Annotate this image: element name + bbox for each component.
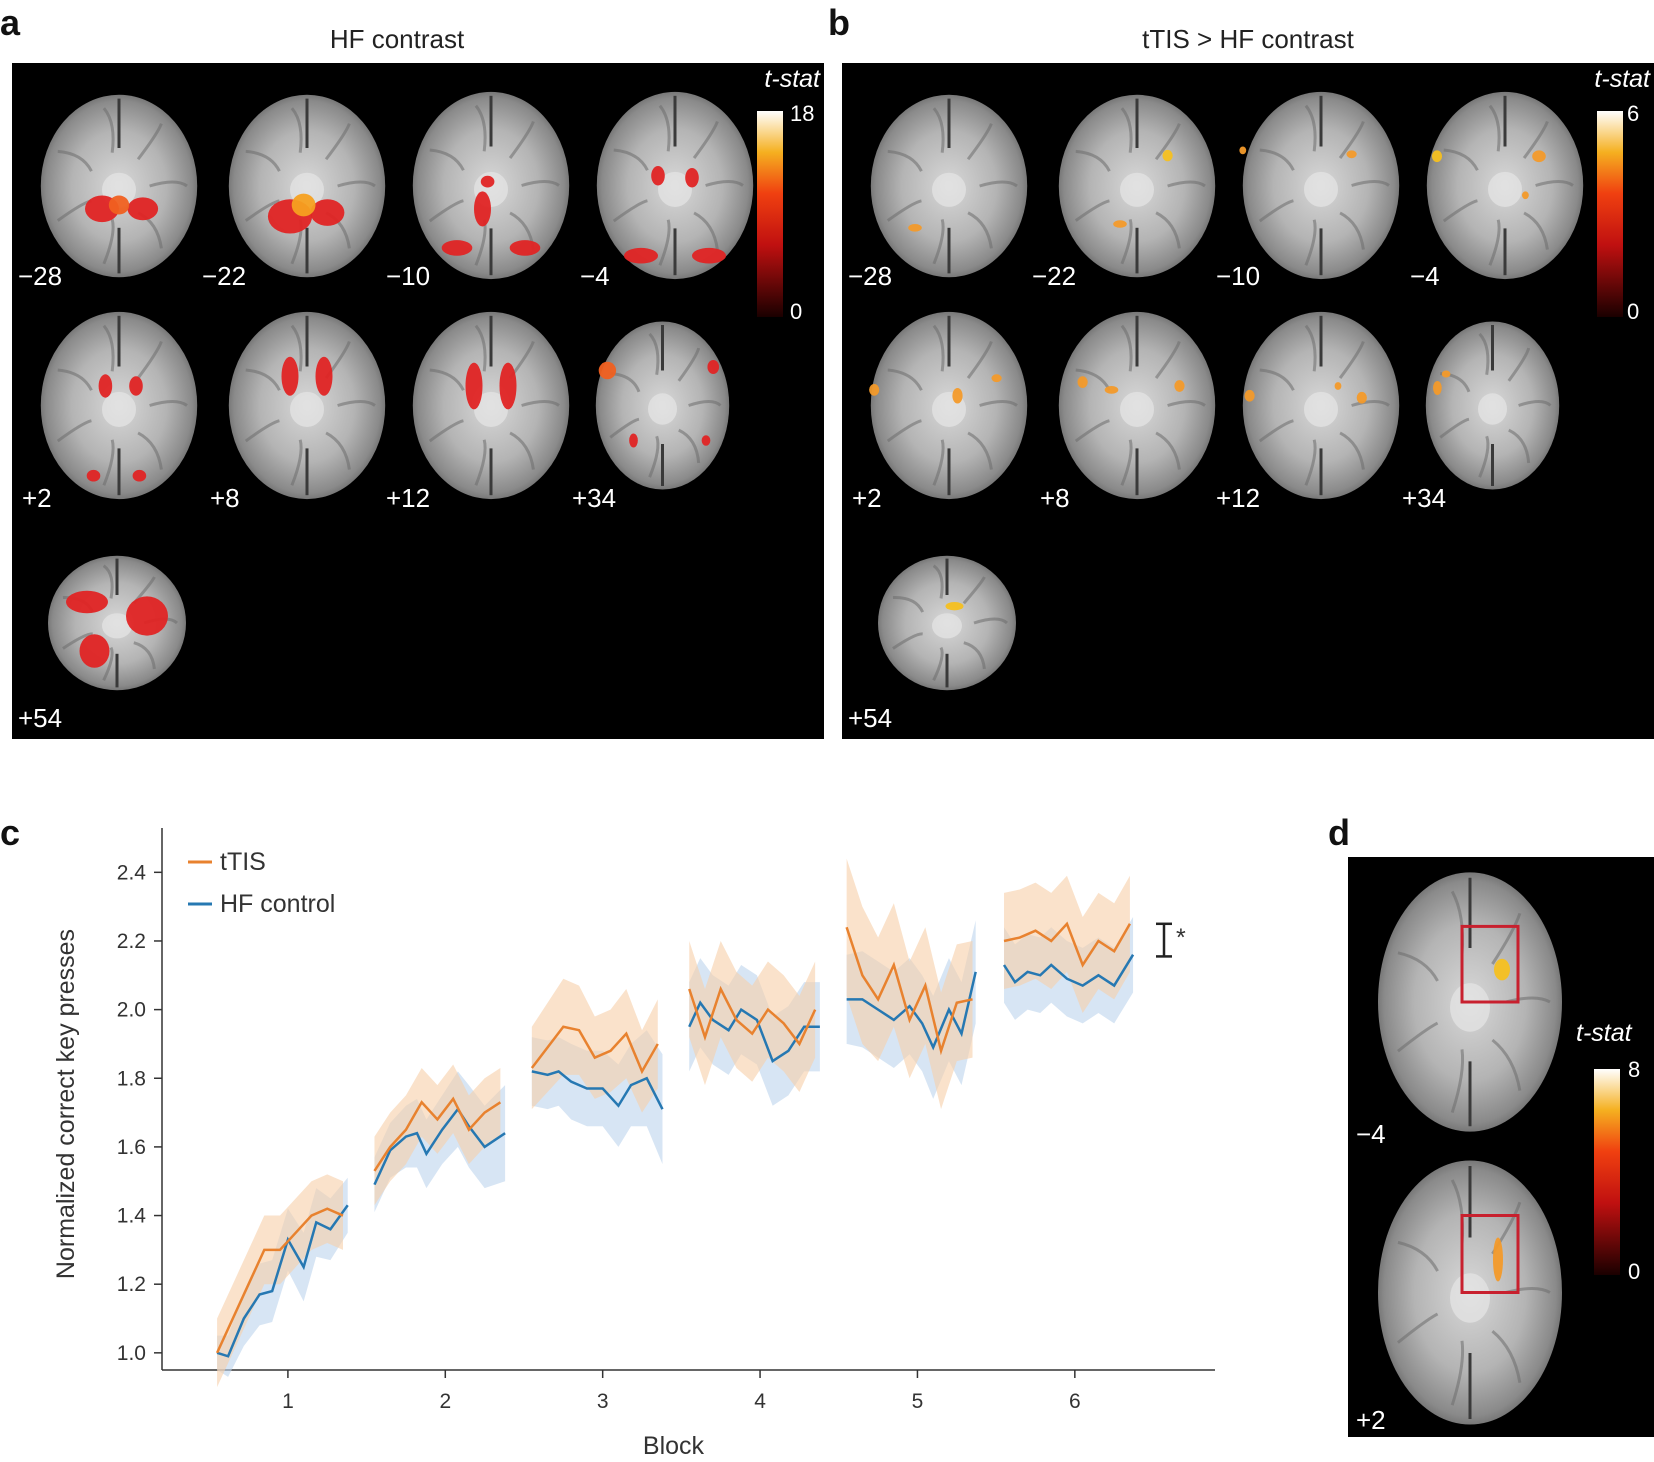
panel-b-colorbar [1597,111,1623,317]
x-tick-label: 2 [439,1390,451,1413]
panel-b-slice-label: −10 [1216,261,1261,291]
y-tick-label: 1.6 [117,1136,146,1159]
y-tick-label: 1.4 [117,1205,147,1228]
y-tick-label: 1.0 [117,1342,146,1365]
hf-control-line [1002,954,1135,988]
panel-a-slice-label: +34 [572,483,617,513]
panel-d-colorbar-min: 0 [1628,1259,1641,1284]
panel-b-slice-2 [1058,94,1216,278]
ttis-band [531,978,658,1113]
panel-b-slice-3 [1239,91,1400,280]
panel-d-tstat-label: t-stat [1576,1019,1632,1047]
panel-a-slice-2 [228,94,386,278]
panel-b-slice-label: −22 [1032,261,1077,291]
roi-box [1460,924,1520,1004]
y-tick-label: 1.8 [117,1067,146,1090]
legend-hf-label: HF control [220,890,335,918]
panel-b-slice-label: +2 [852,483,882,513]
panel-b-tstat-label: t-stat [1594,65,1650,93]
panel-a-slice-1 [40,94,198,278]
y-tick-label: 2.0 [117,999,146,1022]
panel-b-slice-6 [1058,311,1216,500]
panel-a-slice-label: +8 [210,483,240,513]
panel-b-slice-4 [1426,91,1584,280]
panel-b-title: tTIS > HF contrast [1142,24,1354,54]
hf-control-line [531,1070,664,1110]
y-tick-label: 1.2 [117,1273,146,1296]
panel-b-slice-label: +8 [1040,483,1070,513]
significance-bracket [1156,922,1172,958]
panel-d-colorbar [1594,1069,1620,1275]
panel-a-colorbar [757,111,783,317]
hf-control-line [216,1204,349,1358]
y-axis-label: Normalized correct key presses [52,929,80,1279]
panel-a-slice-label: +2 [22,483,52,513]
panel-a-title: HF contrast [329,24,465,54]
x-tick-label: 3 [597,1390,609,1413]
panel-b-slice-label: −28 [848,261,893,291]
ttis-line [845,926,973,1056]
ttis-band [217,1174,343,1388]
panel-d-slice-2 [1378,1160,1562,1425]
x-tick-label: 1 [282,1390,294,1413]
panel-b-slice-8 [1425,321,1560,490]
panel-a-slice-label: +12 [386,483,431,513]
panel-b-slice-label: −4 [1410,261,1440,291]
panel-b-slice-7 [1242,311,1400,500]
panel-b-slice-9 [878,555,1016,691]
panel-d-brain-slices: t-stat 8 0 −4 +2 [1348,857,1654,1437]
ttis-line [1003,921,1131,968]
panel-a-slice-3 [412,91,570,280]
panel-a-slice-5 [40,311,198,500]
panel-a-slice-label: −28 [18,261,63,291]
panel-c-line-chart: 1.0 1.2 1.4 1.6 1.8 2.0 2.2 2.4 1 2 3 4 5 6 Block Norma… [52,828,1215,1460]
panel-d-slice-label: +2 [1356,1405,1386,1435]
hf-control-line [373,1106,506,1186]
panel-a-tstat-label: t-stat [764,65,820,93]
panel-b-slice-1 [870,94,1028,278]
panel-b-slice-5 [869,311,1028,500]
panel-a-slice-4 [596,91,754,280]
ttis-line [215,1207,344,1354]
panel-a-slice-label: −22 [202,261,247,291]
y-tick-label: 2.4 [117,861,147,884]
panel-b-slice-label: +34 [1402,483,1447,513]
significance-star: * [1176,924,1186,952]
y-tick-label: 2.2 [117,930,146,953]
panel-letter-b: b [828,2,850,43]
ttis-line [530,1025,659,1075]
panel-letter-c: c [0,812,21,853]
panel-letter-a: a [0,2,21,43]
panel-b-slice-label: +54 [848,703,893,733]
panel-d-slice-1 [1378,872,1562,1132]
ttis-band [846,858,973,1110]
panel-a-brain-slices: t-stat 18 0 −28 −22 −10 −4 +2 +8 +12 +34 +54 [12,63,824,739]
panel-a-slice-8 [595,321,730,490]
hf-control-line [846,971,977,1051]
x-tick-label: 6 [1069,1390,1081,1413]
roi-box [1460,1214,1520,1294]
panel-a-colorbar-max: 18 [790,101,815,126]
panel-a-slice-label: −4 [580,261,610,291]
x-axis-label: Block [643,1432,705,1460]
panel-a-slice-7 [412,311,570,500]
x-tick-label: 5 [912,1390,924,1413]
legend-ttis-label: tTIS [220,848,266,876]
panel-letter-d: d [1328,812,1350,853]
panel-b-brain-slices: t-stat 6 0 −28 −22 −10 −4 +2 +8 +12 +34 +54 [842,63,1654,739]
x-tick-label: 4 [754,1390,766,1413]
ttis-line [373,1096,502,1172]
panel-a-slice-9 [48,555,186,691]
panel-a-slice-label: +54 [18,703,63,733]
panel-b-colorbar-max: 6 [1627,101,1640,126]
panel-b-colorbar-min: 0 [1627,299,1640,324]
panel-b-slice-label: +12 [1216,483,1261,513]
panel-d-colorbar-max: 8 [1628,1057,1641,1082]
panel-a-slice-6 [228,311,386,500]
panel-d-slice-label: −4 [1356,1119,1386,1149]
panel-a-slice-label: −10 [386,261,431,291]
panel-a-colorbar-min: 0 [790,299,803,324]
ttis-line [688,985,817,1047]
